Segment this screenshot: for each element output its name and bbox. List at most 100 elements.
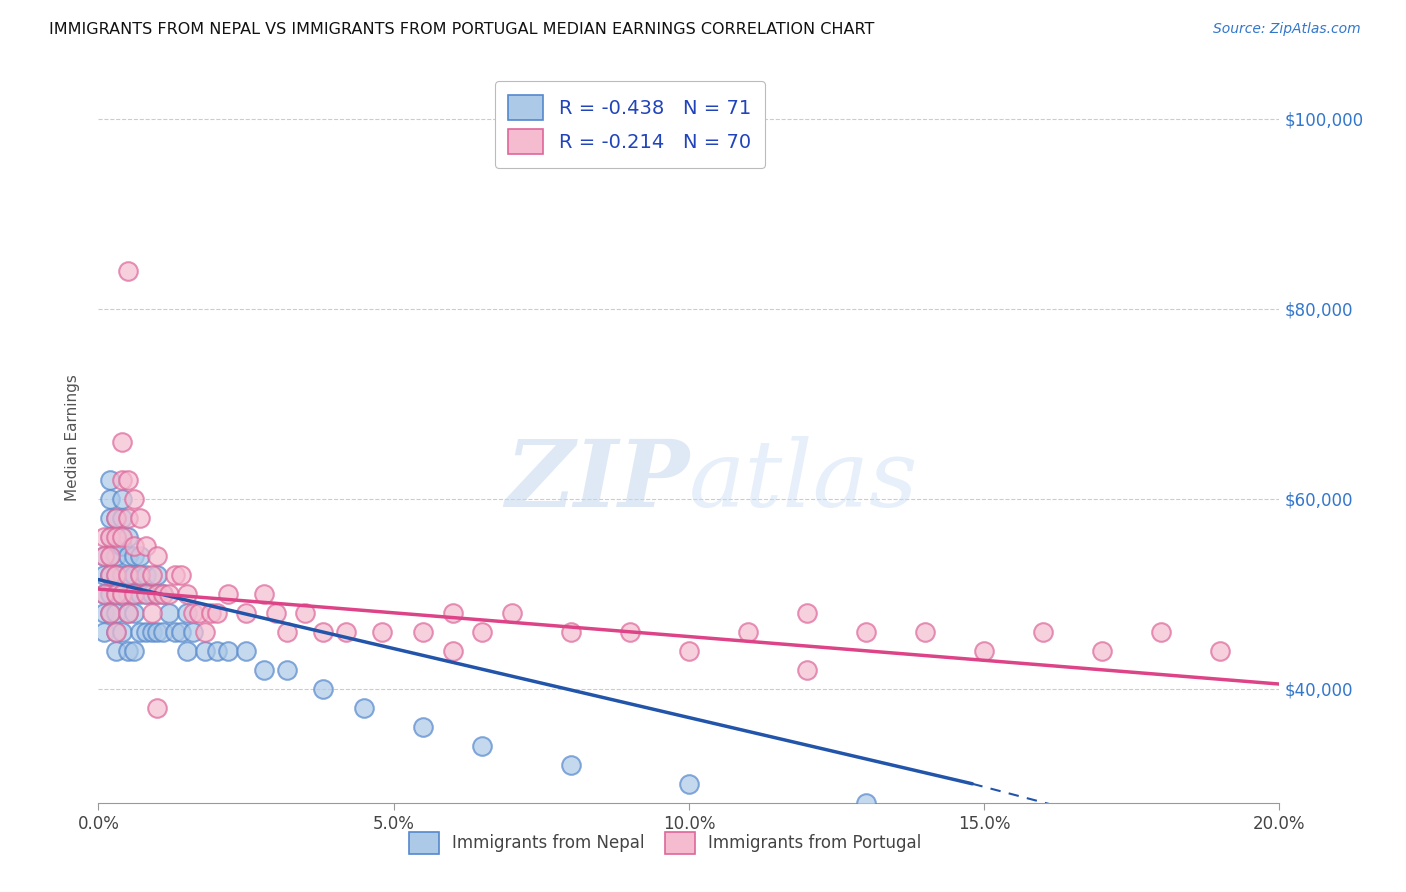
Point (914, 624, 936, 639)
Point (855, 796, 877, 810)
Point (471, 739, 494, 753)
Point (412, 624, 434, 639)
Point (276, 624, 298, 639)
Point (105, 624, 128, 639)
Point (973, 644, 995, 658)
Point (1209, 644, 1232, 658)
Point (111, 539, 134, 553)
Point (264, 606, 287, 620)
Point (181, 624, 204, 639)
Point (194, 644, 217, 658)
Point (111, 587, 134, 601)
Point (1091, 644, 1114, 658)
Y-axis label: Median Earnings: Median Earnings (65, 374, 80, 500)
Point (146, 701, 169, 715)
Point (98, 491, 121, 506)
Point (560, 757, 582, 772)
Point (205, 644, 228, 658)
Point (111, 624, 134, 639)
Point (441, 644, 464, 658)
Point (796, 663, 818, 677)
Point (105, 511, 128, 525)
Point (111, 567, 134, 582)
Point (146, 587, 169, 601)
Point (98, 530, 121, 544)
Point (217, 644, 239, 658)
Point (412, 720, 434, 734)
Point (353, 701, 375, 715)
Point (105, 624, 128, 639)
Text: atlas: atlas (689, 436, 918, 526)
Point (146, 567, 169, 582)
Point (117, 644, 139, 658)
Text: ZIP: ZIP (505, 436, 689, 526)
Point (141, 624, 163, 639)
Point (98, 587, 121, 601)
Point (117, 530, 139, 544)
Point (111, 473, 134, 487)
Point (194, 624, 217, 639)
Legend: Immigrants from Nepal, Immigrants from Portugal: Immigrants from Nepal, Immigrants from P… (402, 826, 928, 860)
Point (117, 567, 139, 582)
Point (146, 624, 169, 639)
Point (105, 549, 128, 563)
Point (122, 606, 145, 620)
Point (128, 624, 150, 639)
Point (253, 663, 276, 677)
Point (170, 624, 193, 639)
Point (276, 663, 298, 677)
Point (335, 624, 357, 639)
Point (93, 567, 115, 582)
Point (117, 549, 139, 563)
Point (157, 587, 180, 601)
Point (117, 587, 139, 601)
Text: IMMIGRANTS FROM NEPAL VS IMMIGRANTS FROM PORTUGAL MEDIAN EARNINGS CORRELATION CH: IMMIGRANTS FROM NEPAL VS IMMIGRANTS FROM… (49, 22, 875, 37)
Point (796, 606, 818, 620)
Point (105, 567, 128, 582)
Point (471, 624, 494, 639)
Point (98, 549, 121, 563)
Point (371, 624, 394, 639)
Point (93, 606, 115, 620)
Point (117, 567, 139, 582)
Point (98, 511, 121, 525)
Point (181, 606, 204, 620)
Point (93, 587, 115, 601)
Point (105, 567, 128, 582)
Point (205, 606, 228, 620)
Point (678, 644, 700, 658)
Point (93, 549, 115, 563)
Point (141, 567, 163, 582)
Point (141, 587, 163, 601)
Point (1032, 624, 1054, 639)
Point (146, 587, 169, 601)
Point (253, 587, 276, 601)
Point (176, 587, 198, 601)
Point (105, 587, 128, 601)
Point (217, 587, 239, 601)
Point (98, 530, 121, 544)
Point (122, 491, 145, 506)
Point (135, 624, 157, 639)
Point (152, 587, 174, 601)
Point (122, 587, 145, 601)
Point (619, 624, 641, 639)
Point (1150, 624, 1173, 639)
Point (93, 624, 115, 639)
Point (93, 549, 115, 563)
Point (312, 681, 335, 696)
Point (152, 624, 174, 639)
Point (117, 511, 139, 525)
Point (117, 264, 139, 278)
Point (235, 606, 257, 620)
Point (441, 606, 464, 620)
Point (122, 549, 145, 563)
Point (501, 606, 523, 620)
Point (128, 549, 150, 563)
Text: Source: ZipAtlas.com: Source: ZipAtlas.com (1213, 22, 1361, 37)
Point (122, 567, 145, 582)
Point (98, 473, 121, 487)
Point (93, 530, 115, 544)
Point (135, 539, 157, 553)
Point (737, 624, 759, 639)
